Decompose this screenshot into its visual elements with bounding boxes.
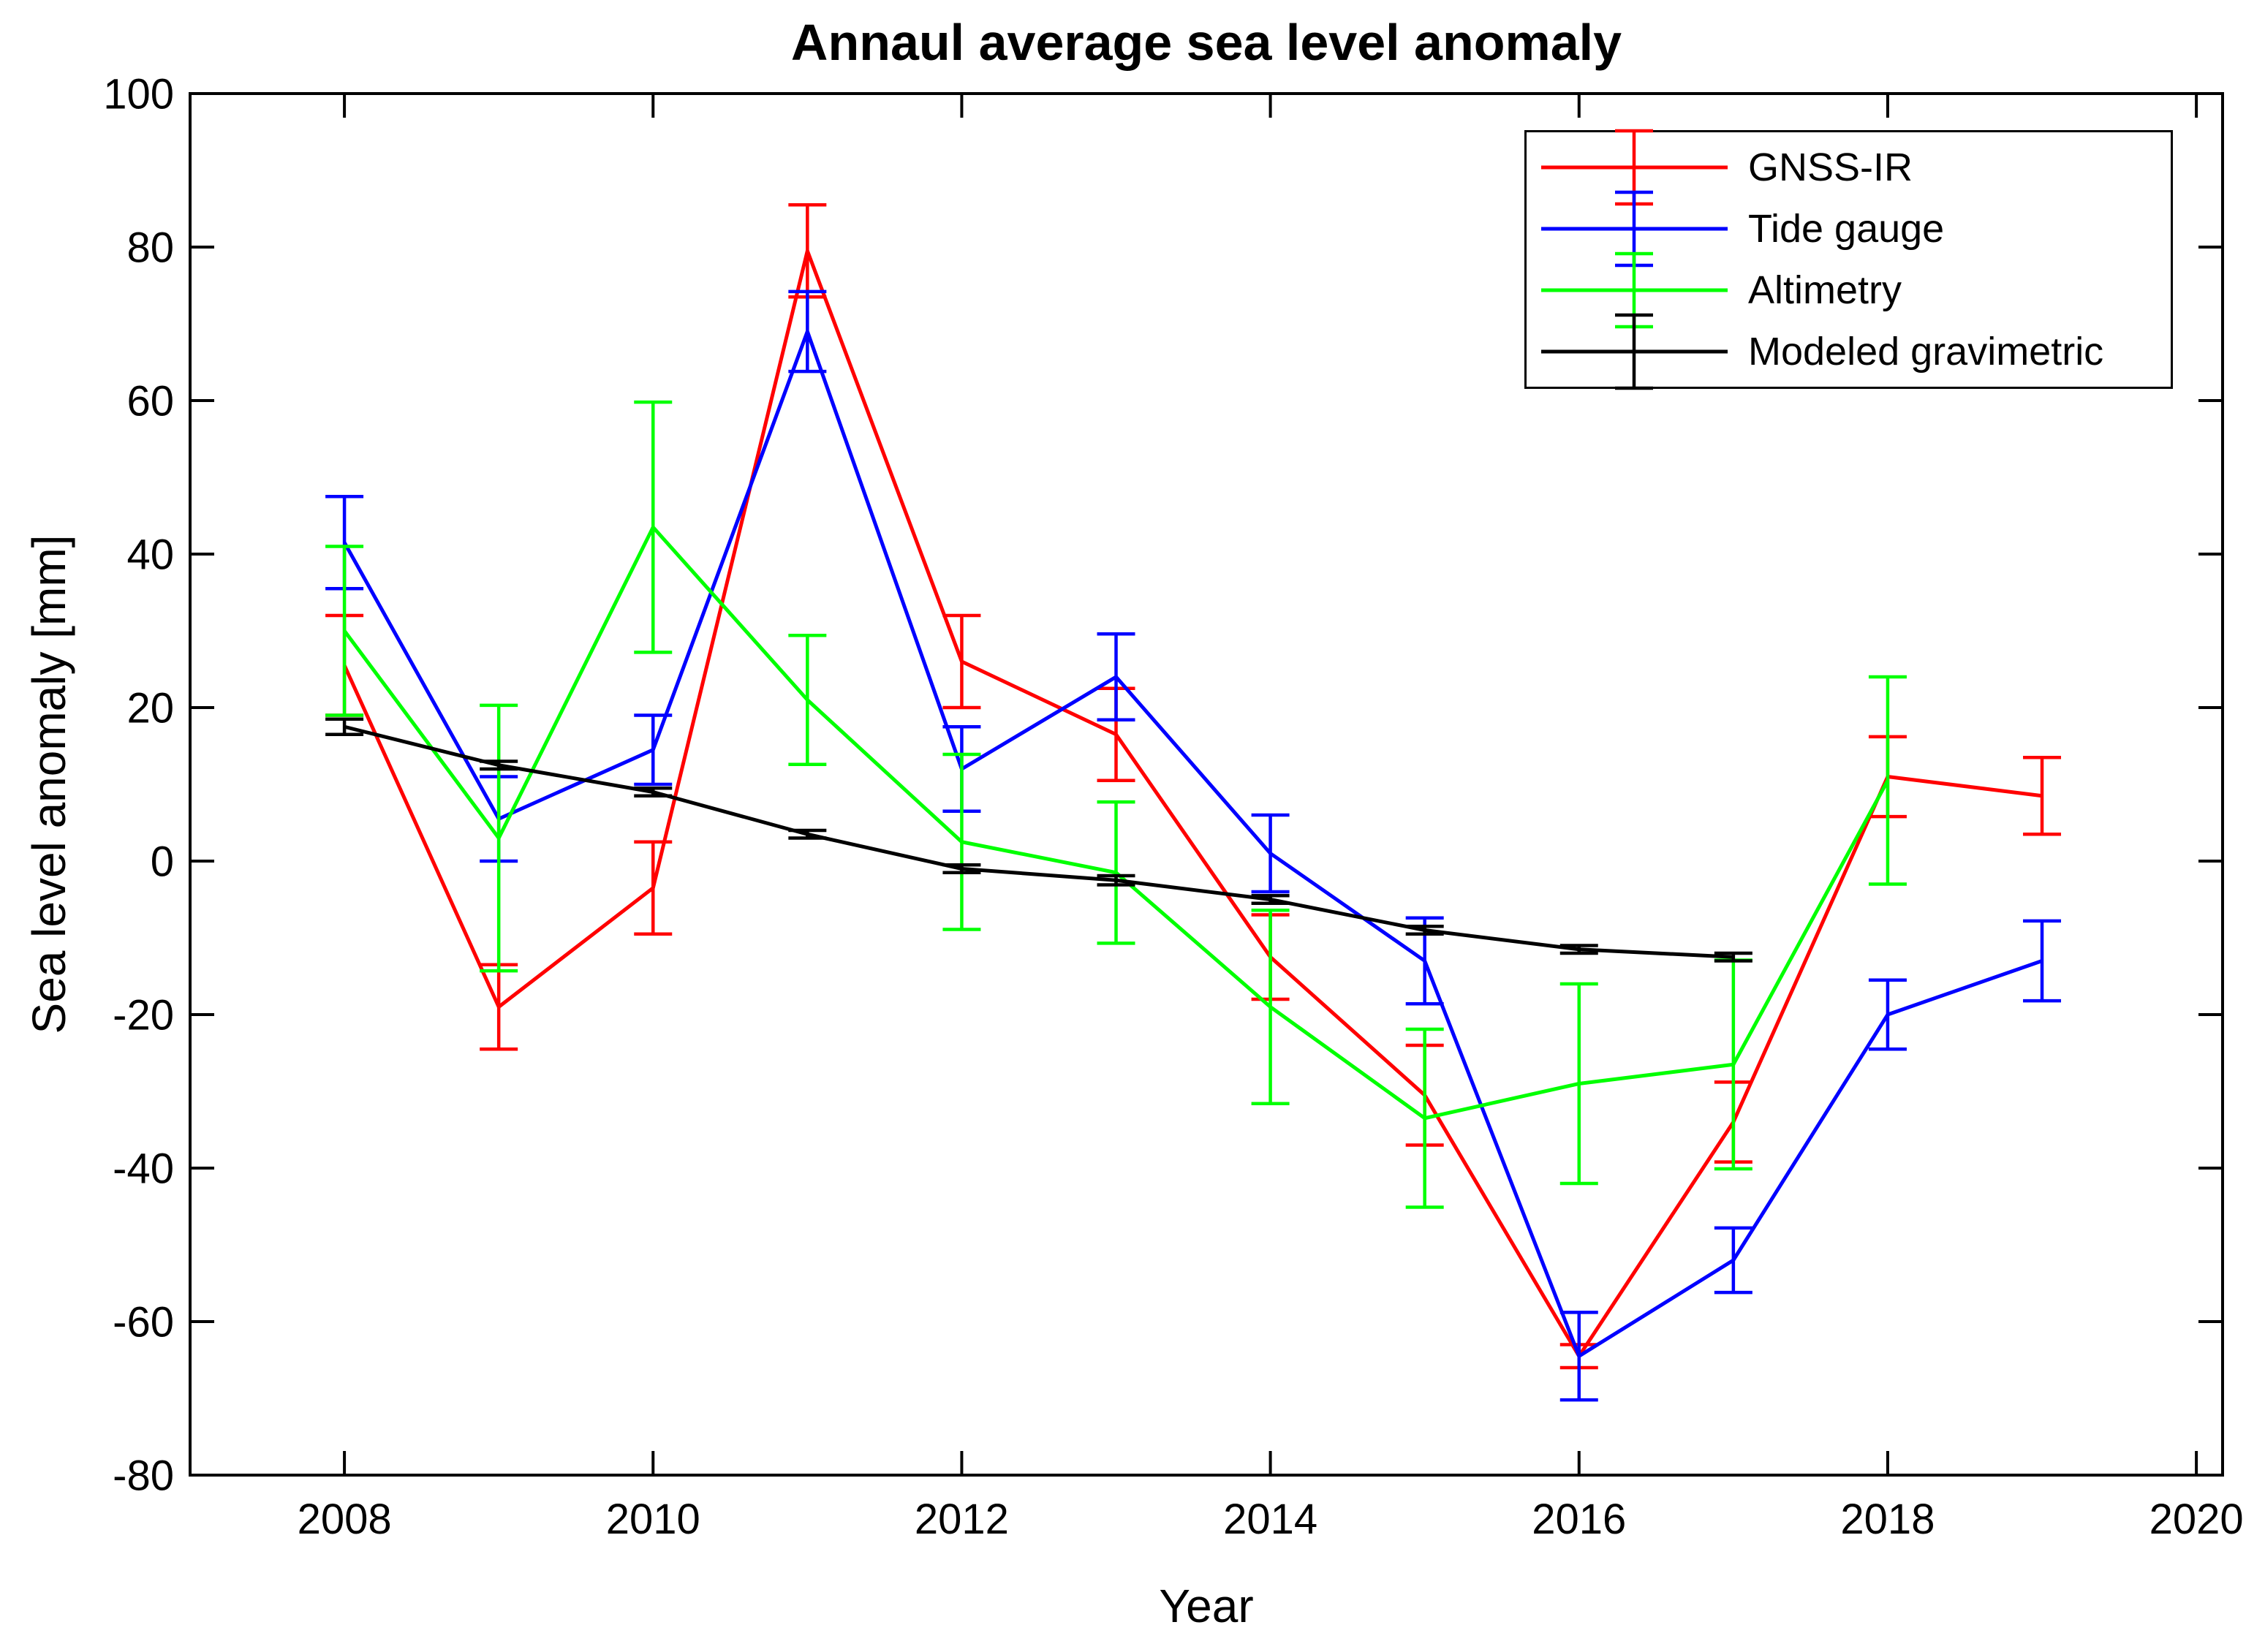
x-tick-label: 2010 bbox=[606, 1496, 700, 1543]
y-tick-label: 20 bbox=[126, 684, 174, 732]
legend-label: Modeled gravimetric bbox=[1748, 330, 2104, 374]
series-line-3 bbox=[344, 724, 1733, 959]
y-tick-label: 40 bbox=[126, 531, 174, 578]
x-tick-label: 2012 bbox=[915, 1496, 1009, 1543]
y-axis-label: Sea level anomaly [mm] bbox=[23, 534, 75, 1034]
y-tick-label: 80 bbox=[126, 224, 174, 271]
legend-label: Tide gauge bbox=[1748, 207, 1945, 251]
legend: GNSS-IR Tide gauge Altimetry Modeled gra… bbox=[1524, 129, 2173, 390]
series-line-0 bbox=[342, 249, 2043, 1358]
y-tick-label: -40 bbox=[113, 1145, 174, 1192]
y-tick-label: -60 bbox=[113, 1298, 174, 1346]
legend-item-altimetry: Altimetry bbox=[1527, 251, 2171, 329]
y-tick-label: -20 bbox=[113, 991, 174, 1039]
x-tick-label: 2014 bbox=[1223, 1496, 1317, 1543]
legend-item-modeled-gravimetric: Modeled gravimetric bbox=[1527, 313, 2171, 390]
x-tick-label: 2016 bbox=[1532, 1496, 1626, 1543]
y-tick-label: 100 bbox=[103, 70, 174, 118]
x-tick-label: 2018 bbox=[1840, 1496, 1935, 1543]
axes-box bbox=[189, 92, 2224, 1477]
legend-label: Altimetry bbox=[1748, 268, 1902, 312]
series-line-2 bbox=[343, 525, 1890, 1121]
x-tick-label: 2008 bbox=[298, 1496, 392, 1543]
y-tick-label: 0 bbox=[151, 838, 174, 885]
x-axis-label: Year bbox=[1159, 1580, 1254, 1632]
series-line-1 bbox=[342, 330, 2043, 1358]
x-tick-label: 2020 bbox=[2149, 1496, 2244, 1543]
y-tick-label: -80 bbox=[113, 1452, 174, 1499]
y-axis-label-wrap: Sea level anomaly [mm] bbox=[0, 0, 75, 1652]
errorbar-line-icon bbox=[1541, 313, 1728, 390]
chart-title: Annaul average sea level anomaly bbox=[790, 14, 1622, 71]
y-tick-label: 60 bbox=[126, 377, 174, 425]
legend-label: GNSS-IR bbox=[1748, 145, 1913, 189]
